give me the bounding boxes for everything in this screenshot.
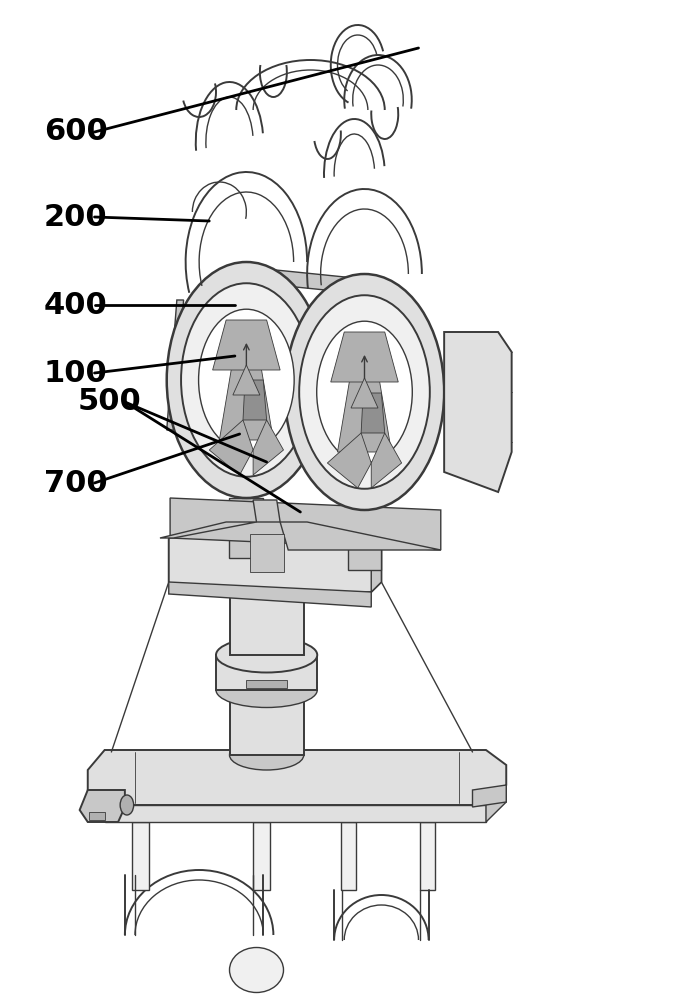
Ellipse shape	[216, 672, 317, 708]
Polygon shape	[80, 790, 125, 822]
Polygon shape	[253, 420, 284, 475]
Polygon shape	[160, 522, 256, 538]
Circle shape	[120, 795, 134, 815]
Polygon shape	[170, 498, 441, 550]
Polygon shape	[371, 524, 381, 592]
Polygon shape	[243, 380, 267, 420]
Text: 700: 700	[44, 468, 107, 497]
Ellipse shape	[230, 566, 304, 594]
Polygon shape	[361, 393, 385, 433]
Polygon shape	[331, 332, 398, 382]
Polygon shape	[280, 522, 441, 550]
Polygon shape	[88, 750, 506, 805]
Polygon shape	[132, 822, 148, 890]
Polygon shape	[420, 822, 435, 890]
Polygon shape	[233, 365, 260, 395]
Polygon shape	[230, 580, 304, 655]
Polygon shape	[444, 332, 512, 492]
Ellipse shape	[230, 675, 304, 705]
Text: 400: 400	[44, 290, 107, 320]
Polygon shape	[230, 498, 263, 558]
Polygon shape	[246, 680, 287, 688]
Polygon shape	[167, 300, 184, 430]
Ellipse shape	[230, 740, 304, 770]
Ellipse shape	[230, 948, 284, 992]
Polygon shape	[371, 433, 402, 488]
Polygon shape	[169, 524, 381, 592]
Text: 500: 500	[78, 387, 141, 416]
Polygon shape	[213, 320, 280, 370]
Polygon shape	[230, 690, 304, 755]
Polygon shape	[246, 267, 364, 294]
Circle shape	[299, 295, 430, 489]
Polygon shape	[472, 785, 506, 807]
Polygon shape	[351, 378, 378, 408]
Text: 600: 600	[44, 117, 107, 146]
Polygon shape	[341, 822, 356, 890]
Circle shape	[317, 321, 412, 463]
Circle shape	[181, 283, 312, 477]
Ellipse shape	[216, 638, 317, 672]
Polygon shape	[219, 360, 273, 440]
Polygon shape	[348, 510, 381, 570]
Polygon shape	[253, 822, 270, 890]
Polygon shape	[169, 582, 371, 607]
Text: 100: 100	[44, 359, 107, 387]
Circle shape	[198, 309, 294, 451]
Text: 200: 200	[44, 202, 107, 232]
Polygon shape	[253, 500, 280, 522]
Polygon shape	[216, 655, 317, 690]
Polygon shape	[209, 420, 253, 475]
Circle shape	[167, 262, 326, 498]
Polygon shape	[88, 790, 105, 822]
Polygon shape	[486, 785, 506, 822]
Polygon shape	[105, 805, 486, 822]
Circle shape	[285, 274, 444, 510]
Polygon shape	[338, 372, 392, 452]
Polygon shape	[327, 433, 371, 488]
Polygon shape	[250, 534, 284, 572]
Polygon shape	[89, 812, 105, 820]
